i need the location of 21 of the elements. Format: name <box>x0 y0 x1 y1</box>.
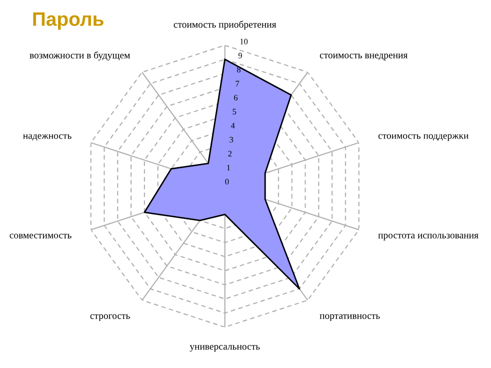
spoke-label: возможности в будущем <box>30 51 130 60</box>
spoke-label: портативность <box>320 314 380 321</box>
spoke-label: надежность <box>23 134 72 141</box>
y-tick-label: 0 <box>225 178 229 185</box>
y-tick-label: 2 <box>228 150 232 156</box>
spoke-label: простота использования <box>378 234 478 240</box>
y-tick-label: 1 <box>227 164 230 170</box>
y-tick-label: 4 <box>230 122 235 128</box>
y-tick-label: 6 <box>234 94 238 100</box>
spoke-label: стоимость внедрения <box>320 54 408 60</box>
spoke-label: совместимость <box>10 234 72 238</box>
chart-title: Пароль <box>33 12 104 30</box>
spoke-label: стоимость приобретения <box>174 20 276 30</box>
spoke-label: строгость <box>90 314 130 321</box>
y-tick-label: 9 <box>238 52 242 58</box>
spoke-label: стоимость поддержки <box>378 134 468 141</box>
y-tick-label: 5 <box>232 108 236 114</box>
y-tick-label: 3 <box>230 136 234 142</box>
spoke-label: универсальность <box>190 344 260 352</box>
y-tick-label: 7 <box>236 80 240 86</box>
y-tick-label: 10 <box>240 38 248 44</box>
